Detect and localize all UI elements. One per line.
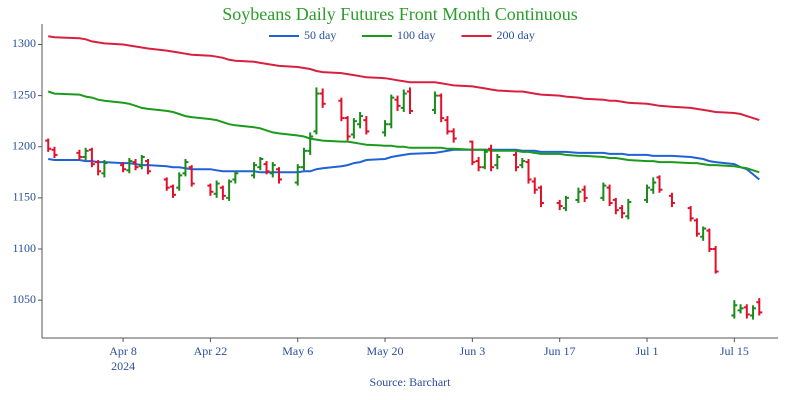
x-tick-label: Jun 17 (544, 344, 576, 358)
x-year-label: 2024 (111, 359, 135, 373)
legend-label: 100 day (397, 28, 435, 42)
x-tick-label: Apr 8 (109, 344, 137, 358)
chart-title: Soybeans Daily Futures Front Month Conti… (222, 4, 578, 24)
x-tick-label: Jul 15 (720, 344, 749, 358)
y-tick-label: 1100 (12, 241, 36, 255)
y-tick-label: 1150 (12, 190, 36, 204)
ma-line (47, 90, 760, 174)
y-tick-label: 1200 (12, 138, 36, 152)
y-tick-label: 1300 (12, 36, 36, 50)
source-note: Source: Barchart (370, 375, 452, 389)
ma-line (48, 35, 760, 122)
ma-line (48, 148, 760, 181)
legend-label: 50 day (304, 28, 336, 42)
y-tick-label: 1250 (12, 87, 36, 101)
y-tick-label: 1050 (12, 292, 36, 306)
x-tick-label: May 20 (367, 344, 404, 358)
x-tick-label: Apr 22 (194, 344, 228, 358)
x-tick-label: Jul 1 (636, 344, 659, 358)
x-tick-label: Jun 3 (460, 344, 486, 358)
legend-label: 200 day (497, 28, 535, 42)
x-tick-label: May 6 (282, 344, 313, 358)
